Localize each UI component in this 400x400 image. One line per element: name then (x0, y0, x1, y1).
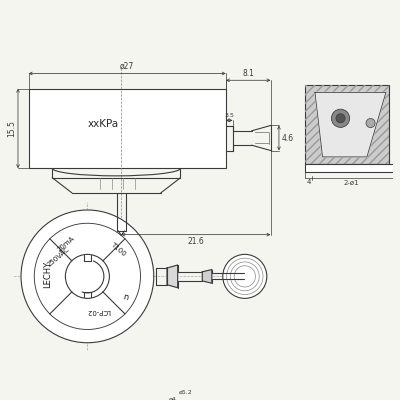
Text: 20mA: 20mA (57, 235, 76, 253)
Text: ø27: ø27 (120, 62, 134, 71)
Text: T100: T100 (109, 241, 126, 257)
Text: 4: 4 (307, 179, 311, 185)
Text: n: n (122, 292, 129, 302)
Circle shape (21, 210, 154, 343)
Bar (306, 85, 389, 164)
Text: 3.5: 3.5 (224, 114, 234, 118)
Bar (306, 85, 389, 164)
Text: 2-ø1: 2-ø1 (344, 179, 359, 185)
Circle shape (336, 114, 345, 123)
Bar (306, 164, 396, 172)
Text: 4.6: 4.6 (281, 134, 293, 142)
Text: 15.5: 15.5 (7, 120, 16, 137)
Polygon shape (202, 270, 212, 283)
Polygon shape (315, 92, 386, 157)
Text: ø4: ø4 (168, 397, 176, 400)
Bar (29, 89, 226, 168)
Text: 21.6: 21.6 (188, 236, 204, 246)
Polygon shape (167, 265, 178, 288)
Text: LCP-02: LCP-02 (86, 308, 110, 314)
Circle shape (332, 109, 350, 127)
Circle shape (34, 223, 140, 330)
Text: LECHY: LECHY (43, 261, 52, 288)
Circle shape (65, 254, 109, 298)
Circle shape (223, 254, 267, 298)
Text: ø5.2: ø5.2 (179, 390, 193, 395)
Text: 250VAC: 250VAC (47, 246, 71, 268)
Text: 8.1: 8.1 (242, 69, 254, 78)
Circle shape (366, 118, 375, 128)
Text: xxKPa: xxKPa (88, 120, 119, 130)
